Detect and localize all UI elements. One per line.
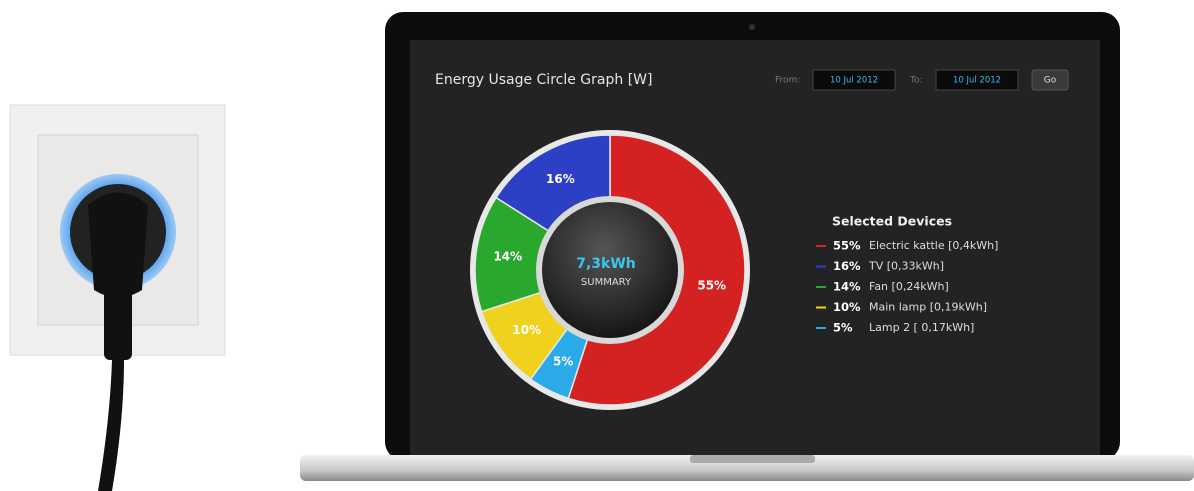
slice-label: 5% — [553, 354, 573, 368]
center-label: SUMMARY — [581, 277, 632, 288]
legend-entry: Lamp 2 [ 0,17kWh] — [869, 321, 974, 334]
slice-label: 10% — [512, 323, 541, 337]
slice-label: 16% — [546, 172, 575, 186]
go-button-label[interactable]: Go — [1044, 76, 1057, 86]
from-label: From: — [775, 76, 800, 86]
slice-label: 14% — [493, 250, 522, 264]
from-date[interactable]: 10 Jul 2012 — [830, 76, 878, 86]
legend-entry: TV [0,33kWh] — [868, 260, 944, 273]
socket — [10, 105, 225, 491]
legend-value: 16% — [833, 259, 861, 273]
slice-label: 55% — [697, 279, 726, 293]
legend-title: Selected Devices — [832, 214, 952, 229]
legend-value: 14% — [833, 280, 861, 294]
to-label: To: — [909, 76, 923, 86]
legend-entry: Electric kattle [0,4kWh] — [869, 239, 998, 252]
chart-title: Energy Usage Circle Graph [W] — [435, 72, 652, 88]
legend-entry: Main lamp [0,19kWh] — [869, 301, 987, 314]
legend-value: 10% — [833, 300, 861, 314]
legend-value: 55% — [833, 239, 861, 253]
legend-value: 5% — [833, 321, 853, 335]
center-value: 7,3kWh — [576, 256, 636, 272]
to-date[interactable]: 10 Jul 2012 — [953, 76, 1001, 86]
page: Energy Usage Circle Graph [W] From: 10 J… — [0, 0, 1194, 491]
legend-entry: Fan [0,24kWh] — [869, 280, 949, 293]
